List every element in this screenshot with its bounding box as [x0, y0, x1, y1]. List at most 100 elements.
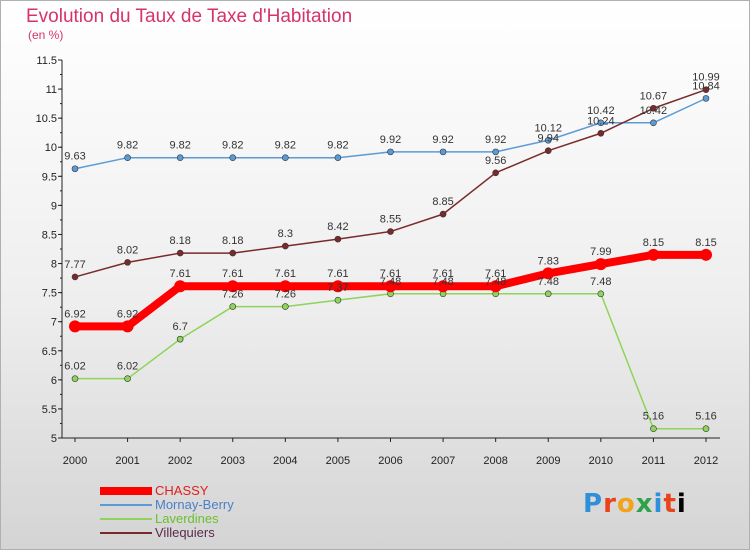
- data-label-villequiers: 8.18: [169, 235, 190, 247]
- data-label-villequiers: 8.18: [222, 235, 243, 247]
- data-point-chassy: [437, 280, 450, 293]
- data-point-laverdines: [229, 303, 237, 310]
- x-tick-label: 2010: [589, 455, 613, 467]
- y-tick-label: 7.5: [42, 288, 57, 300]
- data-label-mornay-berry: 9.82: [117, 140, 138, 152]
- x-tick-label: 2011: [642, 455, 666, 467]
- data-point-mornay-berry: [71, 165, 79, 173]
- data-label-laverdines: 5.16: [643, 411, 664, 423]
- data-point-mornay-berry: [544, 136, 552, 144]
- data-label-villequiers: 8.02: [117, 244, 138, 256]
- data-point-mornay-berry: [702, 95, 710, 102]
- series-line-laverdines: [74, 293, 707, 430]
- chart-subtitle: (en %): [28, 28, 64, 42]
- data-label-villequiers: 10.99: [692, 72, 720, 84]
- y-tick-label: 10: [45, 142, 57, 154]
- data-label-laverdines: 7.48: [485, 276, 506, 288]
- data-point-villequiers: [124, 259, 131, 266]
- legend-label-chassy: CHASSY: [155, 483, 209, 498]
- x-tick-label: 2000: [63, 455, 87, 467]
- data-label-villequiers: 9.94: [538, 133, 559, 145]
- data-point-chassy: [647, 248, 660, 261]
- data-point-chassy: [700, 248, 712, 261]
- data-label-chassy: 7.61: [485, 268, 506, 280]
- data-point-laverdines: [597, 290, 605, 298]
- data-point-laverdines: [282, 303, 289, 310]
- legend-swatch-villequiers: [100, 532, 152, 534]
- data-label-chassy: 7.61: [275, 268, 296, 280]
- y-tick-label: 9.5: [42, 171, 57, 183]
- legend-label-mornay-berry: Mornay-Berry: [155, 497, 234, 512]
- data-point-chassy: [279, 280, 292, 293]
- data-point-mornay-berry: [650, 119, 657, 127]
- y-tick-label: 8: [51, 259, 57, 271]
- data-label-mornay-berry: 9.92: [485, 134, 506, 146]
- x-tick-label: 2002: [168, 455, 192, 467]
- data-point-chassy: [594, 258, 607, 271]
- chart-title: Evolution du Taux de Taxe d'Habitation: [26, 6, 353, 27]
- data-label-laverdines: 7.26: [275, 289, 296, 301]
- data-point-villequiers: [176, 249, 184, 257]
- data-label-laverdines: 6.7: [173, 321, 188, 333]
- data-point-villequiers: [334, 235, 342, 243]
- y-tick-label: 6: [51, 375, 57, 387]
- x-tick-label: 2006: [378, 455, 402, 467]
- data-label-chassy: 7.61: [222, 268, 243, 280]
- data-point-laverdines: [702, 425, 710, 432]
- data-label-chassy: 8.15: [695, 237, 716, 249]
- data-point-mornay-berry: [229, 154, 237, 161]
- data-label-villequiers: 8.85: [432, 196, 453, 208]
- data-label-laverdines: 6.02: [117, 361, 138, 373]
- data-point-villequiers: [650, 104, 657, 112]
- data-point-villequiers: [544, 147, 552, 155]
- proxiti-logo: Proxiti: [583, 489, 687, 519]
- data-point-chassy: [542, 267, 555, 280]
- x-tick-label: 2001: [115, 455, 139, 467]
- y-tick-label: 6.5: [42, 346, 57, 358]
- data-label-laverdines: 7.26: [222, 289, 243, 301]
- legend-label-villequiers: Villequiers: [155, 525, 215, 540]
- data-label-villequiers: 7.77: [64, 259, 85, 271]
- data-label-chassy: 7.61: [380, 268, 401, 280]
- data-point-villequiers: [282, 242, 289, 250]
- data-point-chassy: [331, 280, 344, 293]
- data-point-mornay-berry: [439, 148, 447, 156]
- data-label-laverdines: 6.02: [64, 361, 85, 373]
- data-point-villequiers: [387, 228, 394, 235]
- data-label-mornay-berry: 9.82: [222, 140, 243, 152]
- data-point-villequiers: [439, 210, 447, 218]
- data-label-laverdines: 7.48: [432, 276, 453, 288]
- data-label-villequiers: 10.24: [587, 115, 615, 127]
- x-tick-label: 2007: [431, 455, 455, 467]
- data-label-chassy: 7.99: [590, 246, 611, 258]
- data-point-villequiers: [597, 129, 605, 137]
- data-label-chassy: 6.92: [64, 308, 85, 320]
- y-tick-label: 10.5: [36, 113, 57, 125]
- data-point-villequiers: [492, 169, 499, 177]
- data-point-chassy: [226, 280, 239, 293]
- data-label-mornay-berry: 9.92: [432, 134, 453, 146]
- data-point-laverdines: [71, 375, 79, 382]
- data-label-laverdines: 7.48: [380, 276, 401, 288]
- data-point-laverdines: [176, 335, 184, 343]
- data-point-laverdines: [650, 425, 657, 432]
- x-tick-label: 2005: [326, 455, 350, 467]
- data-point-mornay-berry: [597, 119, 605, 127]
- data-label-mornay-berry: 9.92: [380, 134, 401, 146]
- data-point-laverdines: [124, 375, 131, 382]
- x-tick-label: 2009: [536, 455, 560, 467]
- y-tick-label: 11.5: [36, 55, 57, 67]
- x-tick-label: 2003: [221, 455, 245, 467]
- data-point-chassy: [69, 320, 81, 333]
- data-label-villequiers: 10.67: [640, 90, 668, 102]
- data-label-laverdines: 7.48: [538, 276, 559, 288]
- data-label-chassy: 6.92: [117, 308, 138, 320]
- data-label-mornay-berry: 9.82: [327, 140, 348, 152]
- y-tick-label: 9: [51, 200, 57, 212]
- data-point-mornay-berry: [124, 154, 131, 161]
- data-label-mornay-berry: 10.12: [534, 122, 562, 134]
- data-label-chassy: 7.83: [538, 255, 559, 267]
- data-label-villequiers: 9.56: [485, 155, 506, 167]
